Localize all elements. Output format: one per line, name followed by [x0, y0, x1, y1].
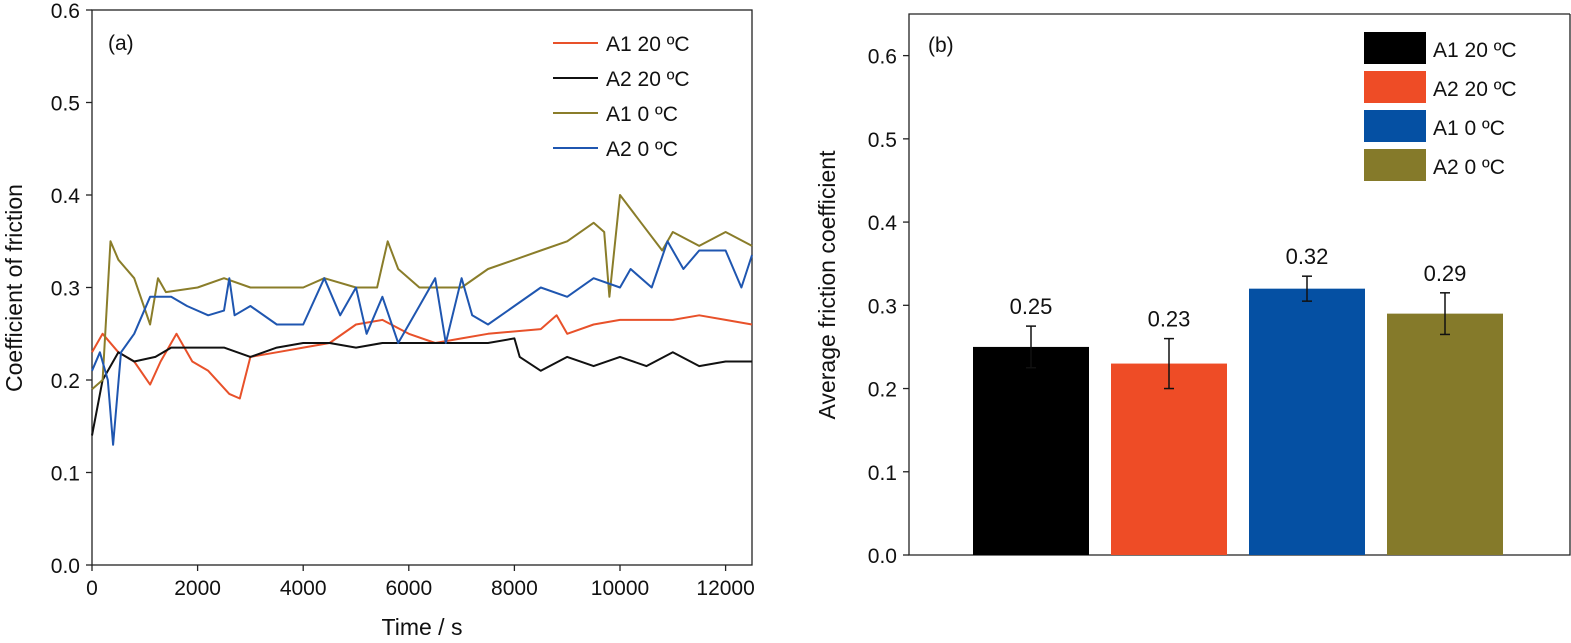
bar — [1111, 363, 1227, 555]
x-axis-label-a: Time / s — [382, 614, 463, 640]
legend-label: A1 0 ºC — [606, 103, 678, 126]
series-lines — [91, 194, 753, 446]
legend-b: A1 20 ºC A2 20 ºC A1 0 ºC A2 0 ºC — [1364, 32, 1517, 181]
y-tick-label: 0.6 — [51, 0, 80, 23]
bar — [1249, 288, 1365, 555]
panel-label-a: (a) — [108, 32, 134, 55]
y-tick-label: 0.5 — [51, 93, 80, 116]
y-tick-label: 0.2 — [51, 370, 80, 393]
y-tick-label: 0.3 — [51, 278, 80, 301]
legend-label: A2 0 ºC — [606, 138, 678, 161]
series-line — [91, 194, 753, 391]
legend-label: A2 20 ºC — [1433, 78, 1517, 101]
y-tick-label: 0.0 — [868, 545, 897, 568]
series-line — [91, 337, 752, 436]
axes-b: 0.0 0.1 0.2 0.3 0.4 0.5 0.6 — [868, 46, 909, 568]
x-tick-label: 10000 — [591, 577, 649, 600]
x-tick-label: 8000 — [491, 577, 538, 600]
y-tick-label: 0.5 — [868, 129, 897, 152]
y-tick-label: 0.6 — [868, 46, 897, 69]
legend-label: A1 20 ºC — [606, 33, 690, 56]
y-tick-label: 0.1 — [51, 463, 80, 486]
legend-swatch — [1364, 149, 1426, 181]
y-tick-label: 0.4 — [51, 185, 81, 208]
x-tick-label: 0 — [86, 577, 98, 600]
bar-value-label: 0.29 — [1424, 261, 1467, 286]
y-tick-label: 0.1 — [868, 462, 897, 485]
bar-value-label: 0.25 — [1010, 294, 1053, 319]
x-tick-label: 4000 — [280, 577, 327, 600]
axes-a: 0 2000 4000 6000 8000 10000 12000 0.0 0.1 0.2 0.3 0… — [51, 0, 755, 600]
x-tick-label: 2000 — [174, 577, 221, 600]
y-tick-label: 0.3 — [868, 295, 897, 318]
y-axis-label-b: Average friction coefficient — [814, 150, 840, 420]
legend-label: A2 20 ºC — [606, 68, 690, 91]
y-tick-label: 0.2 — [868, 379, 897, 402]
legend-label: A1 0 ºC — [1433, 117, 1505, 140]
x-tick-label: 6000 — [385, 577, 432, 600]
bar-value-label: 0.32 — [1286, 244, 1329, 269]
y-tick-label: 0.0 — [51, 555, 80, 578]
y-axis-label-a: Coefficient of friction — [1, 184, 27, 392]
bars: 0.25 0.23 0.32 0.29 — [973, 244, 1503, 555]
legend-swatch — [1364, 32, 1426, 64]
series-line — [91, 314, 753, 400]
y-tick-label: 0.4 — [868, 212, 898, 235]
panel-label-b: (b) — [928, 34, 954, 57]
legend-swatch — [1364, 71, 1426, 103]
panel-b-bar-chart: 0.25 0.23 0.32 0.29 0.0 0.1 0.2 0.3 0.4 0.5 0.6 (… — [814, 13, 1571, 568]
bar-value-label: 0.23 — [1148, 307, 1191, 332]
legend-label: A1 20 ºC — [1433, 39, 1517, 62]
bar — [1387, 313, 1503, 555]
bar — [973, 346, 1089, 555]
panel-a-line-chart: 0 2000 4000 6000 8000 10000 12000 0.0 0.1 0.2 0.3 0… — [1, 0, 755, 640]
legend-swatch — [1364, 110, 1426, 142]
legend-a: A1 20 ºC A2 20 ºC A1 0 ºC A2 0 ºC — [553, 33, 690, 161]
series-line — [91, 240, 753, 446]
x-tick-label: 12000 — [696, 577, 754, 600]
legend-label: A2 0 ºC — [1433, 156, 1505, 179]
